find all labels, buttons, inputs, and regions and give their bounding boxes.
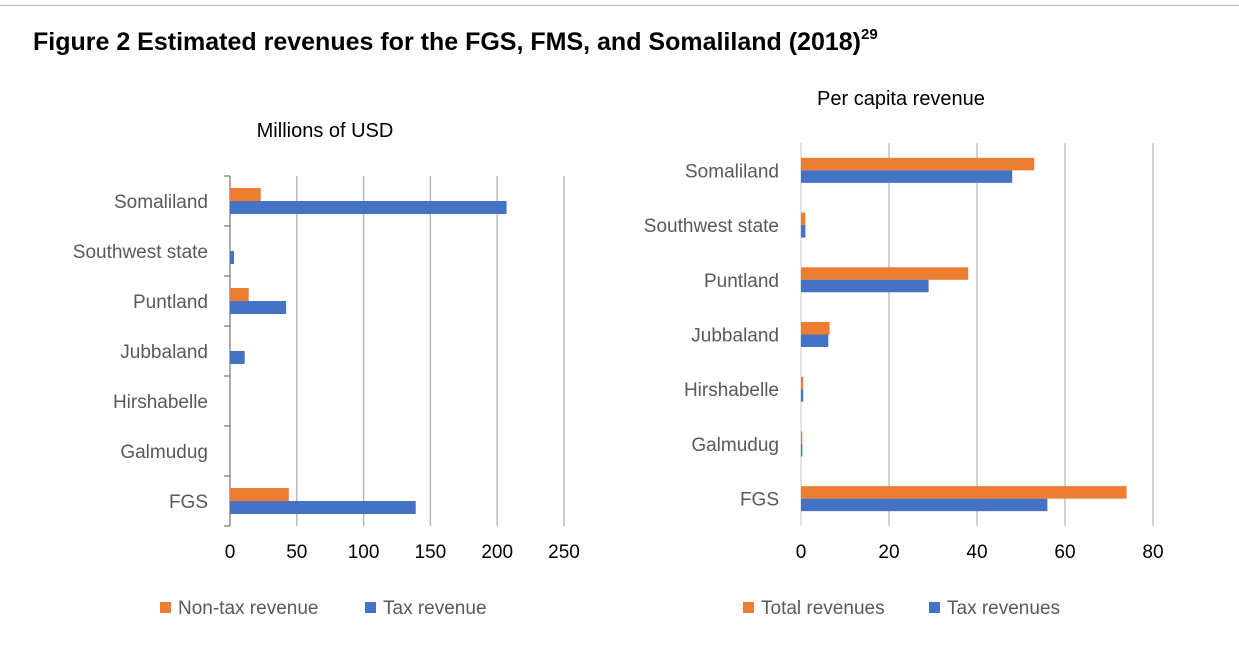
legend-label-tax-revenue: Tax revenue <box>383 598 487 619</box>
top-rule <box>0 5 1239 6</box>
category-label-galmudug: Galmudug <box>691 435 779 456</box>
bar-tax-revenues-galmudug <box>801 443 803 457</box>
category-label-jubbaland: Jubbaland <box>120 342 208 363</box>
bar-tax-revenue-southwest-state <box>230 251 235 264</box>
bar-non-tax-revenue-puntland <box>230 288 249 301</box>
bar-non-tax-revenue-somaliland <box>230 188 261 201</box>
x-tick-label-100: 100 <box>348 542 380 563</box>
category-label-southwest-state: Southwest state <box>73 242 208 263</box>
legend-swatch-total-revenues <box>743 602 754 613</box>
category-label-puntland: Puntland <box>704 271 779 292</box>
x-tick-label-80: 80 <box>1142 542 1163 563</box>
bar-total-revenues-hirshabelle <box>801 376 804 390</box>
bar-non-tax-revenue-fgs <box>230 488 289 501</box>
bar-total-revenues-puntland <box>801 267 969 280</box>
x-tick-label-200: 200 <box>481 542 513 563</box>
category-label-somaliland: Somaliland <box>114 192 208 213</box>
bar-total-revenues-galmudug <box>801 431 803 444</box>
bar-tax-revenue-somaliland <box>230 201 507 214</box>
x-tick-label-20: 20 <box>878 542 899 563</box>
bar-tax-revenue-jubbaland <box>230 351 245 364</box>
x-tick-label-250: 250 <box>548 542 580 563</box>
left-chart-millions-usd: Millions of USD Somaliland Southwest state… <box>73 120 580 619</box>
chart-title: Per capita revenue <box>817 88 985 110</box>
chart-title: Millions of USD <box>257 120 394 142</box>
bar-total-revenues-southwest-state <box>801 212 806 226</box>
category-label-puntland: Puntland <box>133 292 208 313</box>
footnote-marker: 29 <box>860 26 878 43</box>
figure-title: Figure 2 Estimated revenues for the FGS,… <box>33 26 878 57</box>
x-tick-label-50: 50 <box>286 542 307 563</box>
category-label-southwest-state: Southwest state <box>644 216 779 237</box>
category-label-fgs: FGS <box>740 490 779 511</box>
category-label-galmudug: Galmudug <box>120 442 208 463</box>
category-label-jubbaland: Jubbaland <box>691 326 779 347</box>
x-tick-label-60: 60 <box>1054 542 1075 563</box>
category-label-somaliland: Somaliland <box>685 161 779 182</box>
bar-total-revenues-jubbaland <box>801 322 830 335</box>
x-tick-label-40: 40 <box>966 542 987 563</box>
bar-total-revenues-somaliland <box>801 157 1035 171</box>
bar-total-revenues-fgs <box>801 486 1127 499</box>
category-label-fgs: FGS <box>169 492 208 513</box>
legend-label-tax-revenues: Tax revenues <box>947 598 1060 619</box>
legend-label-non-tax-revenue: Non-tax revenue <box>178 598 318 619</box>
bar-tax-revenues-hirshabelle <box>801 389 804 402</box>
category-label-hirshabelle: Hirshabelle <box>113 392 208 413</box>
category-label-hirshabelle: Hirshabelle <box>684 380 779 401</box>
bar-tax-revenue-fgs <box>230 501 416 514</box>
bar-tax-revenues-southwest-state <box>801 225 806 238</box>
x-tick-label-150: 150 <box>415 542 447 563</box>
x-tick-label-0: 0 <box>796 542 807 563</box>
x-tick-label-0: 0 <box>225 542 236 563</box>
bar-tax-revenues-somaliland <box>801 170 1013 183</box>
bar-tax-revenue-puntland <box>230 301 287 314</box>
legend-swatch-non-tax-revenue <box>160 602 171 613</box>
figure-title-text: Figure 2 Estimated revenues for the FGS,… <box>33 28 861 56</box>
legend-swatch-tax-revenue <box>365 602 376 613</box>
bar-tax-revenues-puntland <box>801 279 929 293</box>
bar-tax-revenues-fgs <box>801 498 1048 512</box>
legend-swatch-tax-revenues <box>929 602 940 613</box>
legend-label-total-revenues: Total revenues <box>761 598 885 619</box>
bar-tax-revenues-jubbaland <box>801 334 829 347</box>
